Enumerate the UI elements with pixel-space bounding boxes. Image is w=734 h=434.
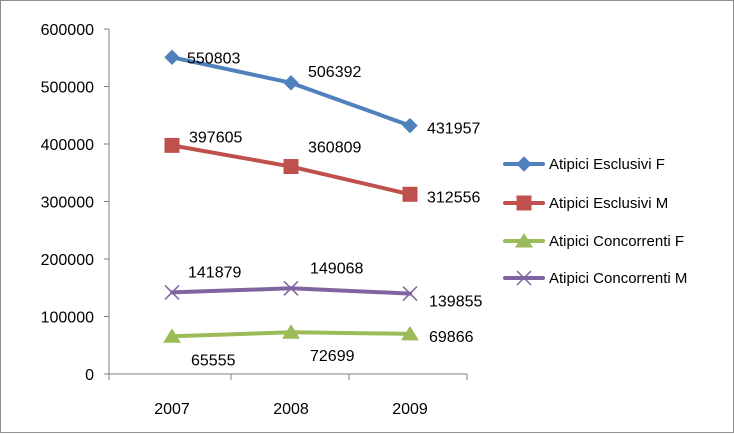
x-axis-ticks: 2007 2008 2009 xyxy=(108,374,468,418)
data-label: 149068 xyxy=(310,260,363,277)
marker-diamond-0 xyxy=(516,156,532,172)
series-line-1 xyxy=(170,55,412,128)
y-tick-label: 200000 xyxy=(41,252,94,269)
data-label: 312556 xyxy=(427,189,480,206)
marker-square-1 xyxy=(164,137,180,153)
series-lines xyxy=(170,55,412,339)
marker-diamond-3 xyxy=(402,117,418,134)
y-tick-label: 600000 xyxy=(41,22,94,39)
marker-diamond-2 xyxy=(283,75,299,91)
data-label: 69866 xyxy=(429,329,474,346)
legend-label: Atipici Esclusivi M xyxy=(549,195,668,212)
marker-diamond-1 xyxy=(164,49,180,65)
marker-triangle-2 xyxy=(282,324,300,339)
marker-x-2-b xyxy=(283,280,299,296)
marker-x-0-b xyxy=(516,270,532,286)
y-tick-label: 500000 xyxy=(41,80,94,97)
marker-x-1-b xyxy=(164,284,180,300)
y-tick-label: 100000 xyxy=(41,310,94,327)
data-labels: 550803 506392 431957 397605 360809 312556 6555… xyxy=(187,50,482,369)
y-tick-label: 400000 xyxy=(41,137,94,154)
x-tick-label: 2007 xyxy=(154,401,190,418)
data-label: 506392 xyxy=(308,64,361,81)
x-tick-label: 2008 xyxy=(273,401,309,418)
data-label: 65555 xyxy=(191,352,236,369)
data-label: 139855 xyxy=(429,294,482,311)
x-tick-label: 2009 xyxy=(392,401,428,418)
data-label: 431957 xyxy=(427,121,480,138)
marker-triangle-0 xyxy=(515,233,533,248)
y-axis-ticks: 0 100000 200000 300000 400000 500000 600000 xyxy=(41,22,109,384)
legend-label: Atipici Esclusivi F xyxy=(549,156,665,173)
marker-square-3 xyxy=(402,186,418,202)
series-markers xyxy=(163,49,419,343)
marker-square-0 xyxy=(516,195,532,211)
data-label: 397605 xyxy=(189,129,242,146)
marker-triangle-1 xyxy=(163,328,181,343)
y-tick-label: 300000 xyxy=(41,195,94,212)
data-label: 360809 xyxy=(308,140,361,157)
marker-x-3-b xyxy=(402,286,418,302)
legend-label: Atipici Concorrenti M xyxy=(549,270,687,287)
data-label: 72699 xyxy=(310,348,355,365)
marker-square-2 xyxy=(283,159,299,175)
legend: Atipici Esclusivi F Atipici Esclusivi M At… xyxy=(503,156,687,287)
legend-label: Atipici Concorrenti F xyxy=(549,233,684,250)
data-label: 550803 xyxy=(187,50,240,67)
marker-triangle-3 xyxy=(401,325,419,341)
data-label: 141879 xyxy=(188,264,241,281)
y-tick-label: 0 xyxy=(85,367,94,384)
